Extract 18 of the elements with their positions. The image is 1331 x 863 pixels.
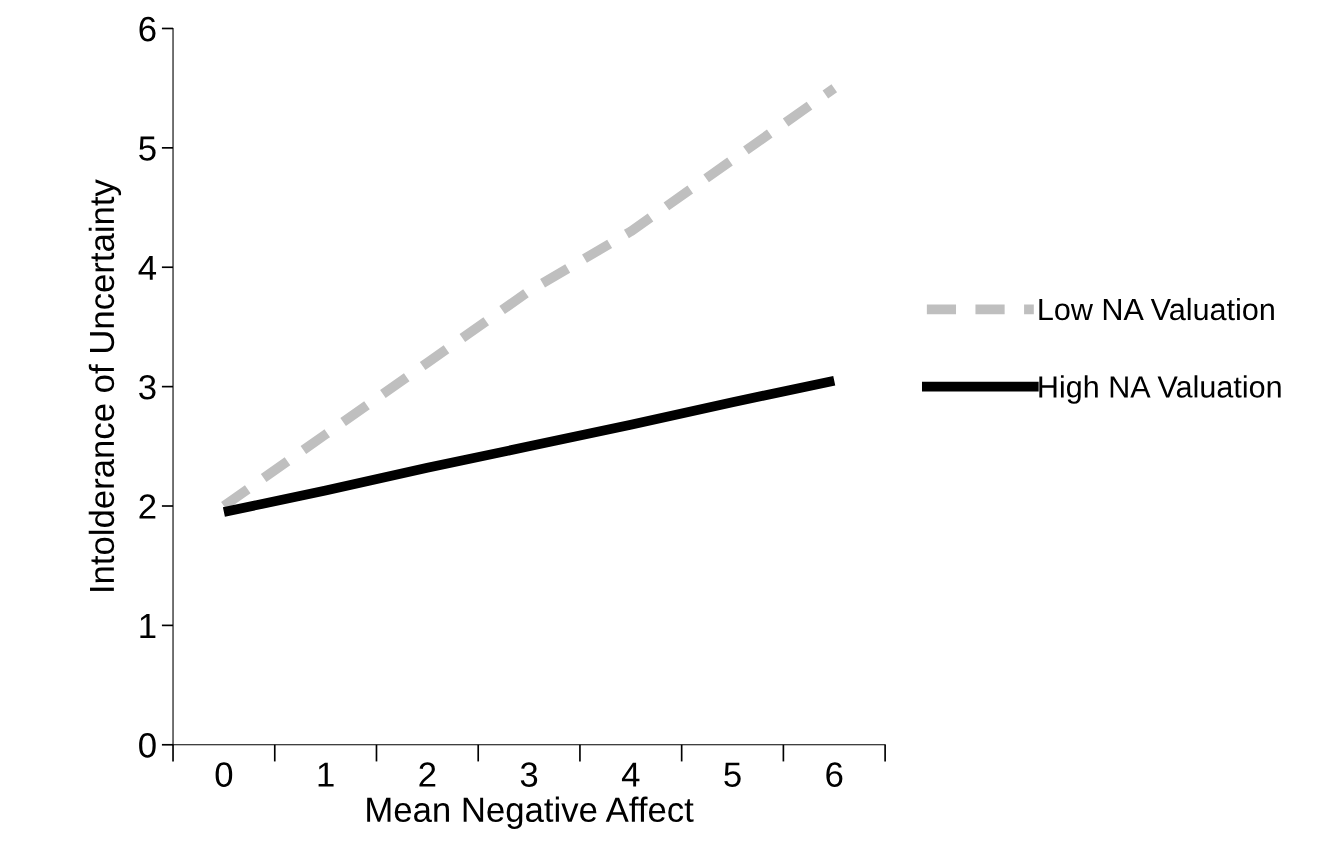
legend-label: High NA Valuation bbox=[1039, 375, 1281, 404]
y-tick-label: 0 bbox=[139, 733, 156, 758]
x-tick-label: 5 bbox=[724, 762, 741, 787]
x-tick-label: 4 bbox=[621, 762, 640, 787]
y-tick-label: 1 bbox=[140, 614, 156, 638]
x-tick-label: 1 bbox=[318, 762, 334, 787]
y-axis-title: Intolderance of Uncertainty bbox=[88, 179, 122, 591]
x-tick-label: 0 bbox=[215, 762, 233, 787]
x-tick-label: 3 bbox=[520, 762, 538, 787]
x-tick-label: 2 bbox=[419, 762, 436, 787]
x-tick-label: 6 bbox=[826, 762, 843, 787]
y-tick-label: 4 bbox=[138, 255, 157, 280]
legend-label: Low NA Valuation bbox=[1039, 297, 1274, 321]
y-tick-label: 6 bbox=[139, 16, 156, 42]
y-tick-label: 2 bbox=[139, 494, 156, 519]
y-tick-label: 5 bbox=[139, 136, 156, 161]
y-tick-label: 3 bbox=[139, 374, 156, 400]
x-axis-title: Mean Negative Affect bbox=[367, 796, 694, 829]
